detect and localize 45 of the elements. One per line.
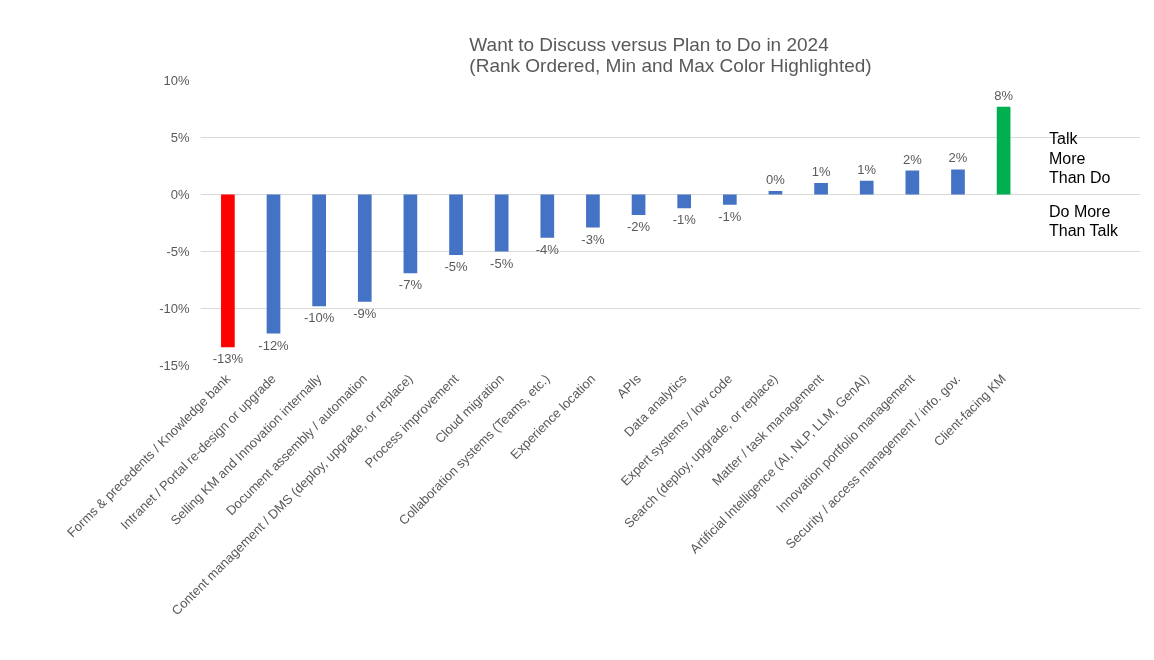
bar bbox=[859, 180, 874, 195]
y-tick-label: 0% bbox=[170, 187, 190, 202]
bar bbox=[494, 194, 509, 252]
y-tick-label: -10% bbox=[159, 301, 190, 316]
text: Talk More Than Do bbox=[1048, 130, 1111, 187]
data-label: -5% bbox=[490, 255, 514, 271]
text: Do More Than Talk bbox=[1048, 202, 1120, 240]
data-label: 1% bbox=[811, 164, 831, 180]
bar bbox=[677, 194, 692, 209]
bar bbox=[814, 183, 828, 195]
bar bbox=[768, 191, 783, 195]
bar bbox=[586, 194, 600, 228]
y-tick-label: 10% bbox=[163, 73, 190, 88]
data-label: 1% bbox=[857, 161, 877, 177]
data-label: 8% bbox=[994, 87, 1014, 103]
bar bbox=[996, 106, 1011, 195]
y-tick-label: -15% bbox=[159, 358, 190, 373]
bar bbox=[266, 194, 281, 334]
data-label: -10% bbox=[303, 310, 335, 326]
y-tick-label: -5% bbox=[166, 244, 190, 259]
data-label: -4% bbox=[535, 241, 560, 257]
bar bbox=[540, 194, 555, 238]
bar bbox=[312, 194, 326, 307]
data-label: -12% bbox=[258, 337, 290, 353]
chart-title: Want to Discuss versus Plan to Do in 2024 (Rank Ordered, Min and Max Color Highlighted) bbox=[469, 33, 872, 76]
y-tick-label: 5% bbox=[170, 130, 190, 145]
bar bbox=[449, 194, 463, 255]
data-label: 2% bbox=[948, 150, 968, 166]
data-label: -7% bbox=[398, 277, 423, 293]
bar bbox=[951, 169, 965, 195]
data-label: -2% bbox=[627, 219, 651, 235]
data-label: -5% bbox=[444, 258, 469, 274]
data-label: -1% bbox=[718, 208, 742, 224]
data-label: -1% bbox=[672, 212, 697, 228]
bar bbox=[221, 194, 235, 348]
data-label: -9% bbox=[353, 305, 377, 321]
data-label: 0% bbox=[766, 172, 786, 188]
bar bbox=[905, 170, 920, 195]
bar bbox=[722, 194, 737, 205]
bar bbox=[403, 194, 418, 274]
data-label: -13% bbox=[212, 351, 244, 367]
bar bbox=[357, 194, 372, 302]
data-label: -3% bbox=[581, 231, 605, 247]
data-label: 2% bbox=[902, 151, 923, 167]
bar bbox=[631, 194, 646, 216]
